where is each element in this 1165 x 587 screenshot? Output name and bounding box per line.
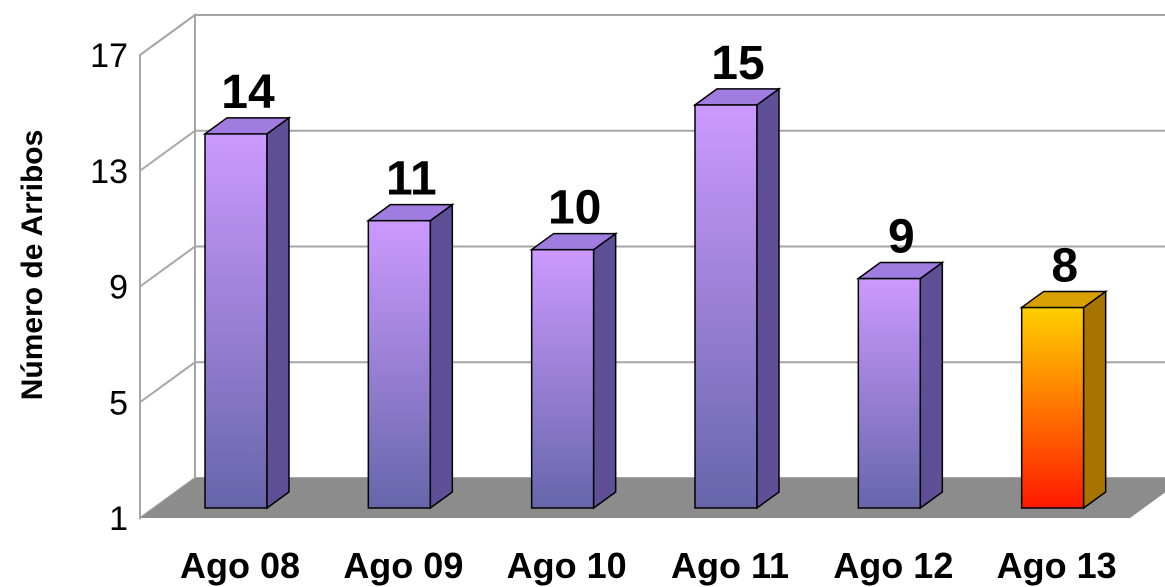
gridline [139, 14, 1165, 56]
gridline [139, 361, 1165, 404]
bar-top [202, 117, 292, 135]
bar-front [694, 104, 758, 509]
bar-top [1019, 290, 1108, 309]
data-label: 14 [221, 66, 275, 119]
bar-side [266, 116, 290, 510]
bar-front [1020, 306, 1085, 509]
bar-top [692, 88, 782, 106]
data-label: 10 [548, 182, 601, 235]
bar-side [592, 232, 617, 510]
x-tick-label: Ago 08 [180, 545, 300, 586]
x-tick-label: Ago 11 [671, 545, 789, 586]
data-label: 8 [1051, 239, 1078, 292]
bar-front [367, 219, 432, 509]
bar-top [366, 203, 455, 222]
y-tick-label: 5 [109, 384, 128, 422]
x-tick-label: Ago 13 [997, 545, 1117, 586]
bar [692, 87, 782, 510]
x-tick-label: Ago 12 [833, 545, 953, 586]
bar-front [204, 133, 268, 509]
bar [1019, 289, 1108, 510]
bar-front [857, 277, 922, 509]
y-tick-label: 17 [90, 37, 128, 75]
bar-side [756, 87, 780, 510]
bar-top [856, 261, 945, 280]
data-label: 9 [888, 211, 915, 264]
bar [529, 232, 618, 510]
y-tick-label: 13 [90, 153, 128, 191]
y-tick-label: 9 [109, 269, 128, 307]
bar-side [1082, 289, 1107, 510]
y-axis-title: Número de Arribos [16, 130, 49, 401]
bar-front [530, 248, 595, 509]
data-label: 11 [386, 153, 437, 206]
bar-side [429, 203, 454, 510]
y-tick-label: 1 [109, 500, 128, 538]
bar [856, 261, 945, 510]
bar-side [919, 261, 944, 510]
gridline [139, 245, 1165, 288]
bar [202, 116, 292, 510]
bar [366, 203, 455, 510]
x-tick-label: Ago 09 [343, 545, 463, 586]
gridline [139, 129, 1165, 172]
chart-floor [140, 478, 1165, 518]
x-tick-label: Ago 10 [507, 545, 627, 586]
data-label: 15 [711, 37, 764, 90]
bar-top [529, 232, 618, 251]
